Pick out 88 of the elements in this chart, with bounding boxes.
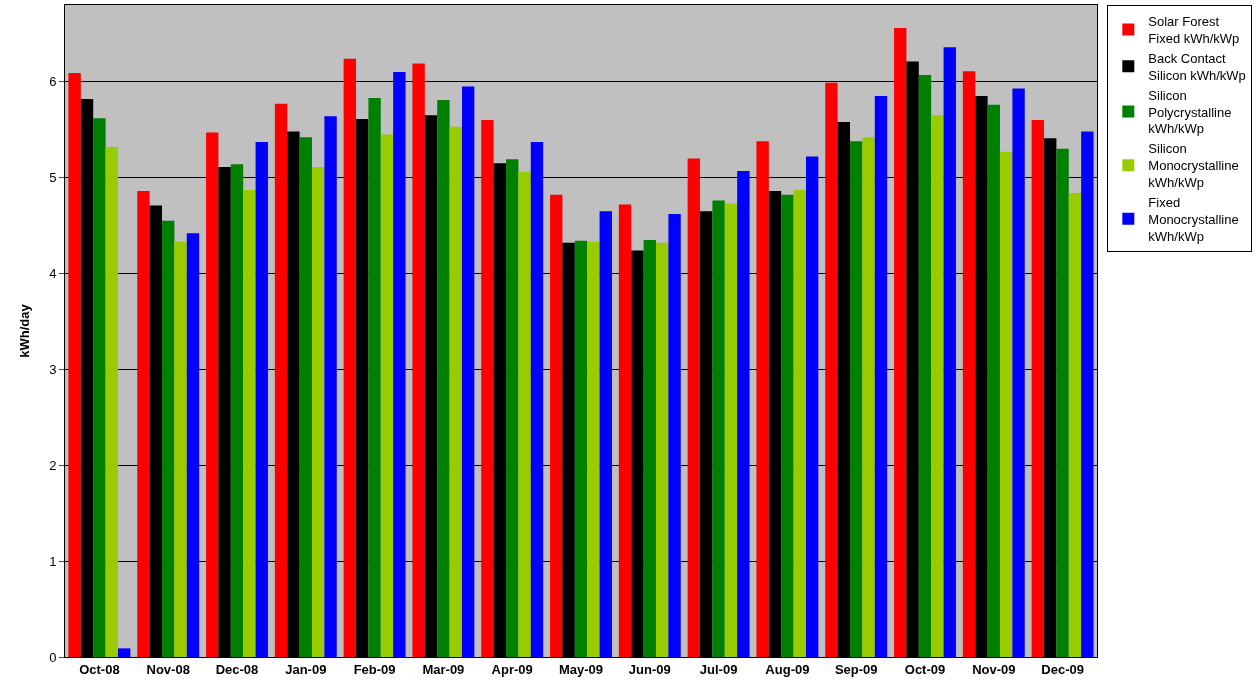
bar	[243, 190, 256, 657]
bar	[574, 240, 588, 657]
x-tick-label: Oct-09	[904, 661, 946, 677]
bar	[999, 151, 1013, 657]
bar	[687, 158, 701, 657]
bar	[412, 63, 425, 657]
y-tick-label: 2	[49, 457, 57, 473]
x-tick-label: Nov-08	[146, 661, 190, 677]
x-tick-label: Dec-08	[215, 661, 259, 677]
x-tick-label: Apr-09	[491, 661, 533, 677]
y-tick-label: 3	[49, 361, 57, 377]
x-tick-label: Nov-09	[972, 661, 1016, 677]
legend-label: Fixed Monocrystalline kWh/kWp	[1148, 195, 1239, 244]
bar	[324, 116, 337, 657]
bar	[343, 58, 357, 657]
bar	[655, 242, 669, 657]
bar	[756, 141, 769, 657]
y-tick-label: 1	[49, 553, 57, 569]
bar	[186, 233, 200, 657]
bar	[918, 74, 932, 657]
bar	[874, 96, 888, 657]
bar	[943, 47, 956, 657]
bar	[518, 171, 531, 657]
bar	[862, 137, 875, 657]
bar	[255, 142, 268, 657]
bar	[931, 115, 944, 657]
bar	[230, 164, 244, 657]
bar	[587, 241, 600, 657]
bar	[93, 118, 106, 657]
x-tick-label: Jan-09	[285, 661, 327, 677]
x-tick-label: Jun-09	[628, 661, 671, 677]
bar	[1081, 131, 1094, 657]
legend-label: Solar Forest Fixed kWh/kWp	[1148, 14, 1240, 46]
bar	[530, 142, 544, 657]
bar	[850, 141, 863, 657]
bar	[987, 104, 1000, 657]
bar	[781, 194, 794, 657]
x-tick-label: May-09	[558, 661, 604, 677]
bar	[368, 98, 381, 657]
legend-label: Silicon Monocrystalline kWh/kWp	[1148, 141, 1239, 191]
bar	[137, 191, 150, 657]
x-tick-label: Dec-09	[1041, 661, 1084, 677]
bar	[962, 71, 976, 657]
x-tick-label: Oct-08	[79, 661, 120, 677]
legend-label: Back Contact Silicon kWh/kWp	[1148, 50, 1246, 83]
bar	[618, 204, 632, 657]
bar	[481, 120, 494, 657]
bar	[1056, 148, 1069, 657]
bar	[643, 239, 656, 657]
y-tick-label: 0	[49, 649, 57, 665]
bar	[894, 28, 907, 657]
bar	[393, 72, 406, 657]
bar	[712, 200, 725, 657]
y-tick-label: 5	[49, 170, 57, 186]
bar	[68, 73, 81, 657]
bar	[793, 190, 806, 657]
y-tick-label: 4	[49, 266, 57, 282]
x-tick-label: Aug-09	[765, 661, 810, 677]
bar	[206, 132, 219, 657]
x-tick-label: Sep-09	[834, 661, 878, 677]
bar	[1012, 88, 1025, 657]
bar	[506, 159, 519, 657]
bar	[380, 134, 394, 657]
legend-label: Silicon Polycrystalline kWh/kWp	[1148, 87, 1232, 137]
bar	[805, 156, 819, 657]
bar	[550, 194, 563, 657]
bar	[162, 220, 175, 657]
x-tick-label: Feb-09	[353, 661, 396, 677]
bar	[299, 137, 312, 657]
y-axis-title: kWh/day	[17, 303, 32, 358]
x-tick-label: Jul-09	[699, 661, 738, 677]
bar	[599, 211, 612, 657]
x-tick-label: Mar-09	[422, 661, 465, 677]
bar	[437, 99, 450, 657]
bar	[1068, 192, 1082, 657]
bar	[449, 126, 462, 657]
bar	[311, 167, 325, 657]
y-tick-label: 6	[49, 74, 57, 90]
bar	[105, 146, 118, 657]
bar	[1031, 120, 1045, 657]
bar	[117, 648, 131, 657]
bar	[461, 86, 475, 657]
bar	[668, 214, 681, 657]
bar	[724, 203, 738, 657]
bar	[825, 82, 838, 657]
bar	[274, 103, 288, 657]
bar	[737, 170, 750, 657]
bar	[174, 241, 187, 657]
